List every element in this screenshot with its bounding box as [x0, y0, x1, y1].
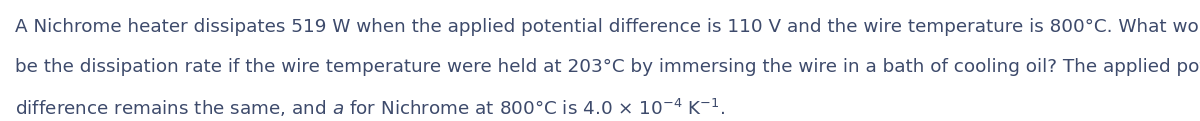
Text: A Nichrome heater dissipates 519 W when the applied potential difference is 110 : A Nichrome heater dissipates 519 W when …	[14, 18, 1200, 36]
Text: be the dissipation rate if the wire temperature were held at 203°C by immersing : be the dissipation rate if the wire temp…	[14, 58, 1200, 76]
Text: difference remains the same, and $\it{a}$ for Nichrome at 800°C is 4.0 × 10$^{-4: difference remains the same, and $\it{a}…	[14, 97, 725, 119]
